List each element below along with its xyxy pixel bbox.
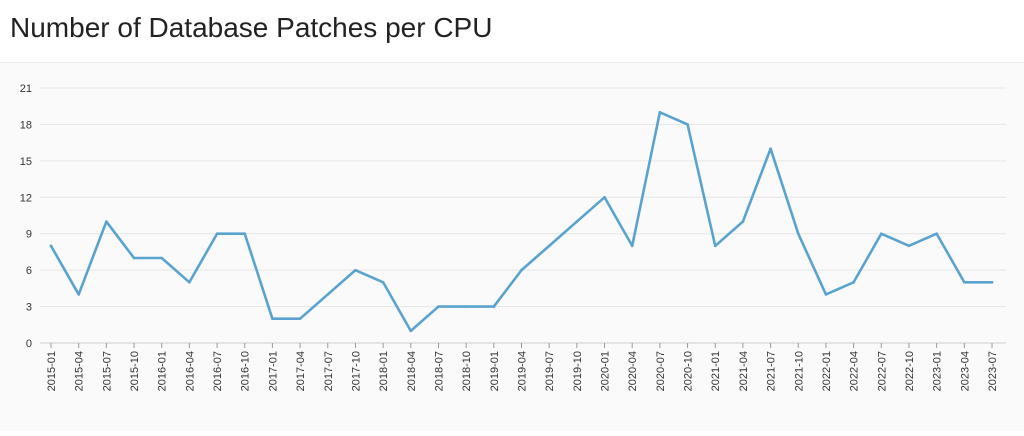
x-tick-label: 2021-01 — [710, 351, 722, 391]
data-point — [935, 232, 938, 236]
x-tick-label: 2020-07 — [655, 351, 667, 391]
y-tick-label: 12 — [20, 192, 32, 204]
x-tick-label: 2023-01 — [932, 351, 944, 391]
y-axis: 0 3 6 9 12 15 18 21 — [20, 83, 32, 350]
x-tick-label: 2020-04 — [627, 351, 639, 391]
data-point — [603, 195, 606, 199]
data-point — [160, 256, 164, 260]
x-tick-label: 2020-10 — [683, 351, 695, 391]
data-point — [354, 268, 357, 272]
x-axis: 2015-01 2015-04 2015-07 2015-10 2016-01 2016-… — [40, 342, 1006, 391]
x-tick-label: 2017-10 — [350, 351, 362, 391]
data-point — [796, 232, 800, 236]
x-tick-label: 2017-07 — [323, 351, 335, 391]
data-point — [271, 317, 274, 321]
x-tick-label: 2018-10 — [461, 351, 473, 391]
x-tick-label: 2021-07 — [766, 351, 778, 391]
page-title: Number of Database Patches per CPU — [10, 12, 493, 43]
data-point — [520, 268, 523, 272]
data-point — [769, 147, 772, 151]
x-tick-label: 2016-01 — [157, 351, 169, 391]
x-tick-label: 2015-04 — [74, 351, 86, 391]
data-point — [243, 232, 247, 236]
x-tick-label: 2022-10 — [904, 351, 916, 391]
data-point — [188, 280, 191, 284]
y-tick-label: 15 — [20, 156, 32, 168]
data-point — [381, 280, 385, 284]
data-point — [132, 256, 136, 260]
x-tick-label: 2016-07 — [212, 351, 224, 391]
data-point — [990, 280, 994, 284]
x-tick-label: 2022-04 — [849, 351, 861, 391]
x-tick-label: 2018-07 — [433, 351, 445, 391]
data-point — [298, 317, 302, 321]
data-point — [49, 244, 53, 248]
data-point — [824, 293, 828, 296]
x-tick-label: 2018-04 — [406, 351, 418, 391]
x-tick-label: 2019-07 — [544, 351, 556, 391]
x-tick-label: 2020-01 — [600, 351, 612, 391]
x-tick-label: 2022-01 — [821, 351, 833, 391]
grid-lines — [40, 87, 1006, 344]
x-tick-label: 2019-10 — [572, 351, 584, 391]
x-tick-label: 2015-01 — [46, 351, 58, 391]
y-tick-label: 9 — [26, 229, 32, 241]
data-point — [409, 329, 413, 333]
data-point — [575, 220, 579, 223]
data-point — [686, 123, 689, 126]
x-tick-label: 2017-04 — [295, 351, 307, 391]
x-tick-label: 2023-07 — [987, 351, 999, 391]
y-tick-label: 6 — [26, 265, 32, 277]
y-tick-label: 18 — [20, 119, 32, 131]
x-tick-label: 2015-07 — [101, 351, 113, 391]
chart-area: 0 3 6 9 12 15 18 21 2015-01 2015-04 2015-07 2015-1… — [0, 63, 1024, 431]
y-tick-label: 21 — [20, 83, 32, 95]
data-point — [326, 293, 330, 296]
x-tick-label: 2021-04 — [738, 351, 750, 391]
data-point — [630, 244, 634, 248]
y-tick-label: 3 — [26, 302, 32, 314]
data-point — [215, 232, 219, 236]
x-tick-label: 2021-10 — [793, 351, 805, 391]
data-point — [464, 305, 468, 308]
data-point — [963, 280, 966, 284]
line-chart: 0 3 6 9 12 15 18 21 2015-01 2015-04 2015-07 2015-1… — [20, 83, 1006, 391]
x-tick-label: 2016-04 — [184, 351, 196, 391]
data-point — [713, 244, 717, 248]
x-tick-label: 2022-07 — [876, 351, 888, 391]
y-tick-label: 0 — [26, 338, 32, 350]
data-point — [852, 280, 855, 284]
x-tick-label: 2023-04 — [959, 351, 971, 391]
series-layer — [49, 110, 994, 333]
data-point — [658, 110, 662, 114]
x-tick-label: 2015-10 — [129, 351, 141, 391]
data-point — [879, 232, 883, 236]
data-point — [77, 293, 80, 296]
data-point — [547, 244, 551, 248]
data-point — [105, 220, 108, 223]
data-point — [437, 305, 440, 308]
x-tick-label: 2016-10 — [240, 351, 252, 391]
data-point — [907, 244, 911, 248]
title-bar: Number of Database Patches per CPU — [0, 0, 1024, 63]
x-tick-label: 2019-04 — [517, 351, 529, 391]
x-tick-label: 2019-01 — [489, 351, 501, 391]
x-tick-label: 2017-01 — [267, 351, 279, 391]
series-line — [49, 110, 994, 333]
data-point — [492, 305, 496, 308]
data-point — [741, 220, 745, 223]
x-tick-label: 2018-01 — [378, 351, 390, 391]
